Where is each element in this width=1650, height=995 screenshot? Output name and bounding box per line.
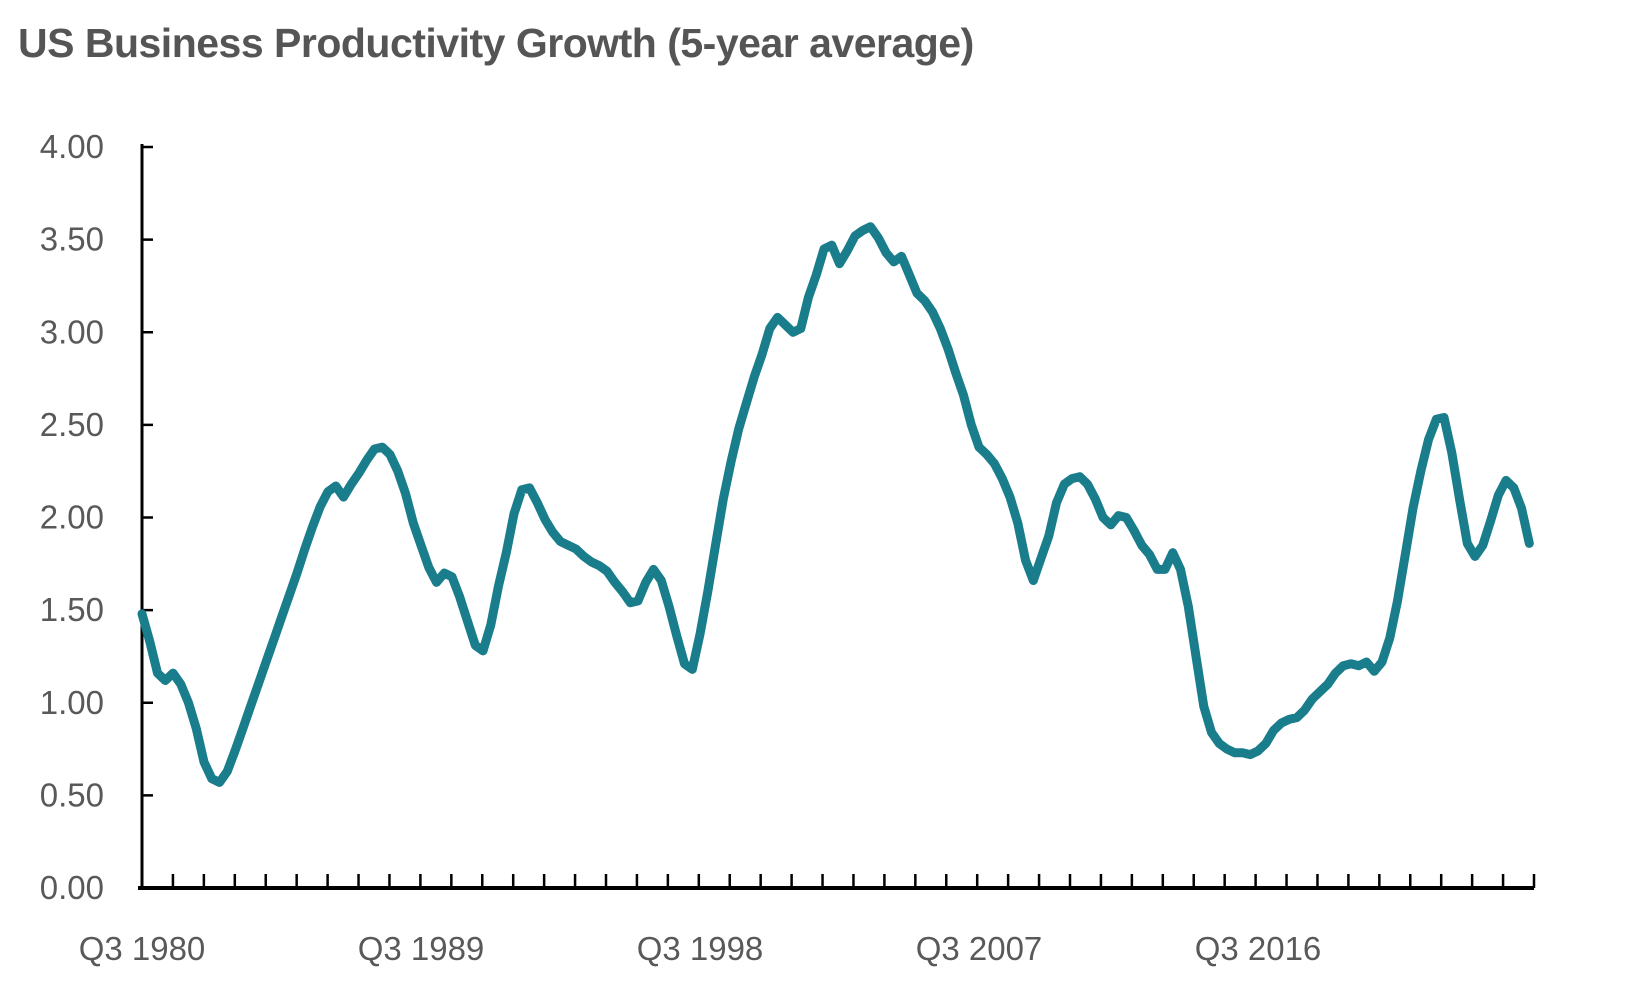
y-axis-tick-label: 2.00 — [40, 499, 104, 536]
x-axis-tick-label: Q3 1980 — [79, 930, 206, 967]
productivity-growth-line — [137, 222, 1534, 787]
y-axis-tick-label: 1.00 — [40, 684, 104, 721]
y-axis-tick-label: 1.50 — [40, 591, 104, 628]
chart-title: US Business Productivity Growth (5-year … — [18, 20, 974, 66]
y-axis-tick-label: 4.00 — [40, 128, 104, 165]
x-axis-tick-label: Q3 2007 — [916, 930, 1043, 967]
y-axis-tick-label: 3.50 — [40, 221, 104, 258]
y-axis-tick-label: 0.50 — [40, 776, 104, 813]
y-axis-tick-label: 2.50 — [40, 406, 104, 443]
x-axis-tick-label: Q3 1989 — [358, 930, 485, 967]
x-axis-tick-label: Q3 2016 — [1195, 930, 1322, 967]
y-axis-tick-label: 3.00 — [40, 313, 104, 350]
x-axis-tick-label: Q3 1998 — [637, 930, 764, 967]
y-axis-tick-label: 0.00 — [40, 869, 104, 906]
